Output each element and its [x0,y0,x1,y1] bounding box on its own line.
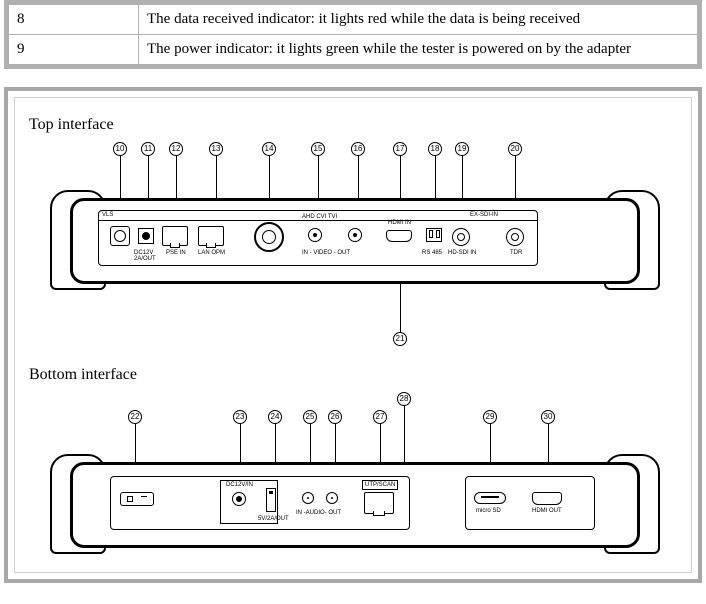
label-dc12v-in: DC12V/IN [226,482,253,488]
callout-pin: 20 [508,142,522,156]
callout-pin: 30 [541,410,555,424]
top-interface-title: Top interface [29,116,681,134]
callout-pin: 23 [233,410,247,424]
port-microsd [474,492,506,504]
callout-pin: 21 [393,332,407,346]
port-hdmi-out [532,492,562,505]
bottom-interface-diagram: 28 22 23 24 25 26 27 29 30 [40,392,670,562]
callout-pin: 25 [303,410,317,424]
port-usb [266,488,276,512]
label-hdmi-out: HDMI OUT [532,508,562,514]
port-utp [364,492,394,514]
label-ahd: AHD CVI TVI [302,214,337,220]
label-5v2a: 5V/2A/OUT [258,516,289,522]
label-hdmi-in: HDMI IN [388,220,411,226]
callout-pin: 22 [128,410,142,424]
indicator-table: 8 The data received indicator: it lights… [8,4,698,65]
port-hdsdi [452,228,470,246]
top-interface-diagram: 10 11 12 13 14 15 16 17 18 19 20 [40,142,670,352]
port-pse-in [162,226,188,246]
callout-pin: 29 [483,410,497,424]
callout-pin: 13 [209,142,223,156]
panel-divider [98,220,538,221]
label-lan-opm: LAN OPM [198,250,225,256]
label-hdsdi: HD-SDI IN [448,250,476,256]
callout-pin: 12 [169,142,183,156]
callout-pin: 14 [262,142,276,156]
callout-pin: 26 [328,410,342,424]
port-audio-out [326,492,338,504]
row-number: 8 [9,5,139,35]
port-hdmi-in [386,230,412,242]
callout-pin: 19 [455,142,469,156]
table-row: 8 The data received indicator: it lights… [9,5,698,35]
port-vls [110,226,130,246]
row-description: The data received indicator: it lights r… [139,5,698,35]
label-rs485: RS 485 [422,250,442,256]
label-dc12v-out: DC12V 2A/OUT [134,250,156,262]
callout-lead [400,284,401,332]
label-vls: VLS [102,212,113,218]
label-utp-scan: UTP/SCAN [362,480,398,490]
callout-pin: 15 [311,142,325,156]
port-opm [254,222,284,252]
label-microsd: micro SD [476,508,501,514]
callout-pin: 17 [393,142,407,156]
callout-pin: 28 [397,392,411,406]
port-lan [198,226,224,246]
callout-pin: 16 [351,142,365,156]
port-video-out [348,228,362,242]
port-audio-in [302,492,314,504]
port-rs485-dip [426,228,442,242]
interface-figure-frame: Top interface 10 11 12 13 14 15 16 17 18… [4,87,702,583]
interface-figure-inner: Top interface 10 11 12 13 14 15 16 17 18… [14,97,692,573]
label-audio: IN -AUDIO- OUT [296,510,341,516]
indicator-table-frame: 8 The data received indicator: it lights… [4,0,702,69]
callout-pin: 11 [141,142,155,156]
port-video-in [308,228,322,242]
label-tdr: TDR [510,250,522,256]
port-dc12v-out [138,228,154,244]
label-exsdi: EX-SDI-IN [470,212,498,218]
label-video: IN - VIDEO - OUT [302,250,350,256]
callout-pin: 18 [428,142,442,156]
row-description: The power indicator: it lights green whi… [139,35,698,65]
callout-pin: 24 [268,410,282,424]
table-row: 9 The power indicator: it lights green w… [9,35,698,65]
callout-pin: 10 [113,142,127,156]
port-dc12v-in [232,492,246,506]
port-tdr [506,228,524,246]
label-pse: PSE IN [166,250,186,256]
bottom-interface-title: Bottom interface [29,366,681,384]
power-switch [120,492,154,506]
row-number: 9 [9,35,139,65]
callout-pin: 27 [373,410,387,424]
